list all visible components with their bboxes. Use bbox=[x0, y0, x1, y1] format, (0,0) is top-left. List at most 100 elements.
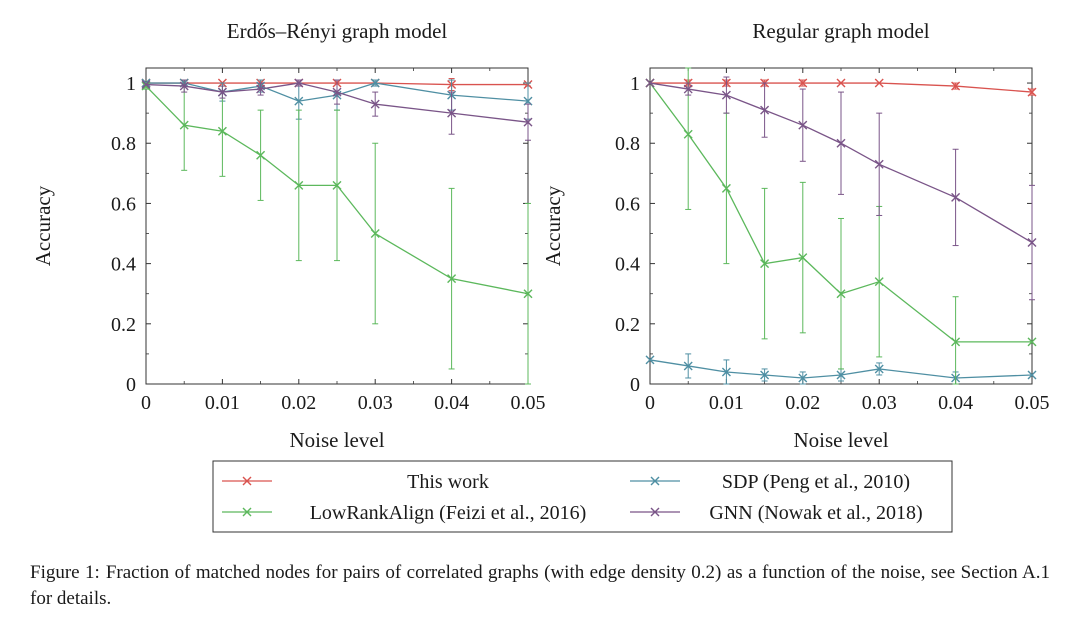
x-tick-label: 0.05 bbox=[1015, 392, 1050, 414]
y-tick-label: 0 bbox=[630, 374, 640, 396]
data-point bbox=[798, 253, 808, 263]
y-tick-label: 0.8 bbox=[615, 133, 640, 155]
legend: This work SDP (Peng et al., 2010) LowRankA… bbox=[212, 460, 953, 533]
data-point bbox=[683, 84, 693, 94]
data-point bbox=[645, 78, 655, 88]
legend-entry-gnn: GNN (Nowak et al., 2018) bbox=[630, 502, 923, 524]
chart-title: Regular graph model bbox=[752, 19, 929, 43]
data-point bbox=[836, 289, 846, 299]
y-tick-label: 0 bbox=[126, 374, 136, 396]
data-point bbox=[1027, 337, 1037, 347]
x-tick-label: 0.03 bbox=[862, 392, 897, 414]
data-point bbox=[1027, 370, 1037, 380]
legend-entry-this_work: This work bbox=[222, 471, 489, 493]
data-point bbox=[951, 81, 961, 91]
legend-marker bbox=[242, 507, 252, 517]
data-point bbox=[760, 105, 770, 115]
x-axis-label: Noise level bbox=[289, 428, 384, 452]
y-axis-label: Accuracy bbox=[541, 185, 565, 266]
series-lowrank bbox=[645, 67, 1037, 385]
data-point bbox=[1027, 238, 1037, 248]
y-axis-label: Accuracy bbox=[31, 185, 55, 266]
data-point bbox=[683, 361, 693, 371]
legend-marker bbox=[650, 507, 660, 517]
data-point bbox=[523, 289, 533, 299]
data-point bbox=[836, 370, 846, 380]
data-point bbox=[256, 150, 266, 160]
data-point bbox=[798, 78, 808, 88]
series-gnn bbox=[645, 76, 1037, 301]
x-tick-label: 0.04 bbox=[938, 392, 973, 414]
x-tick-label: 0.05 bbox=[511, 392, 546, 414]
legend-marker bbox=[650, 476, 660, 486]
legend-entry-lowrank: LowRankAlign (Feizi et al., 2016) bbox=[222, 502, 586, 524]
data-point bbox=[798, 373, 808, 383]
data-point bbox=[836, 138, 846, 148]
x-tick-label: 0 bbox=[645, 392, 655, 414]
chart-erdos-renyi: Erdős–Rényi graph model 0 0.01 0.02 0.03 0.04… bbox=[31, 19, 546, 452]
series-line-this_work bbox=[650, 82, 1033, 93]
data-point bbox=[217, 87, 227, 97]
y-tick-label: 0.6 bbox=[615, 193, 640, 215]
data-point bbox=[370, 229, 380, 239]
y-tick-label: 0.2 bbox=[615, 314, 640, 336]
caption-label: Figure 1: bbox=[30, 562, 100, 583]
series-gnn bbox=[141, 78, 533, 141]
data-point bbox=[951, 192, 961, 202]
y-tick-label: 0.6 bbox=[111, 193, 136, 215]
data-point bbox=[447, 274, 457, 284]
x-tick-label: 0 bbox=[141, 392, 151, 414]
legend-label: SDP (Peng et al., 2010) bbox=[722, 471, 910, 493]
data-point bbox=[1027, 87, 1037, 97]
y-tick-label: 0.8 bbox=[111, 133, 136, 155]
data-point bbox=[179, 81, 189, 91]
caption-text: Fraction of matched nodes for pairs of c… bbox=[30, 562, 1050, 609]
data-point bbox=[523, 117, 533, 127]
data-point bbox=[760, 370, 770, 380]
figure-caption: Figure 1: Fraction of matched nodes for p… bbox=[30, 560, 1050, 612]
data-point bbox=[141, 80, 151, 90]
legend-label: This work bbox=[407, 471, 489, 493]
legend-marker bbox=[242, 476, 252, 486]
series-lowrank bbox=[141, 79, 533, 385]
data-point bbox=[721, 183, 731, 193]
data-point bbox=[683, 129, 693, 139]
data-point bbox=[370, 99, 380, 109]
data-point bbox=[256, 84, 266, 94]
chart-title: Erdős–Rényi graph model bbox=[227, 19, 448, 43]
x-axis-label: Noise level bbox=[793, 428, 888, 452]
x-tick-label: 0.02 bbox=[281, 392, 316, 414]
data-point bbox=[332, 87, 342, 97]
data-point bbox=[874, 78, 884, 88]
data-point bbox=[217, 126, 227, 136]
y-tick-label: 0.4 bbox=[111, 254, 136, 276]
y-tick-label: 0.4 bbox=[615, 254, 640, 276]
data-point bbox=[447, 108, 457, 118]
data-point bbox=[721, 90, 731, 100]
error-bar bbox=[952, 296, 959, 385]
data-point bbox=[874, 277, 884, 287]
data-point bbox=[874, 159, 884, 169]
data-point bbox=[141, 81, 151, 91]
data-point bbox=[721, 367, 731, 377]
x-tick-label: 0.02 bbox=[785, 392, 820, 414]
x-tick-label: 0.04 bbox=[434, 392, 469, 414]
data-point bbox=[760, 259, 770, 269]
y-tick-label: 1 bbox=[630, 73, 640, 95]
data-point bbox=[836, 78, 846, 88]
chart-regular: Regular graph model 0 0.01 0.02 0.03 0.04 0.05… bbox=[541, 19, 1050, 452]
data-point bbox=[179, 120, 189, 130]
data-point bbox=[294, 96, 304, 106]
data-point bbox=[294, 78, 304, 88]
legend-label: GNN (Nowak et al., 2018) bbox=[709, 502, 922, 524]
legend-box bbox=[212, 460, 953, 533]
data-point bbox=[951, 337, 961, 347]
y-tick-label: 0.2 bbox=[111, 314, 136, 336]
data-point bbox=[370, 78, 380, 88]
legend-entry-sdp: SDP (Peng et al., 2010) bbox=[630, 471, 910, 493]
data-point bbox=[874, 364, 884, 374]
x-tick-label: 0.01 bbox=[709, 392, 744, 414]
data-point bbox=[645, 355, 655, 365]
y-tick-label: 1 bbox=[126, 73, 136, 95]
